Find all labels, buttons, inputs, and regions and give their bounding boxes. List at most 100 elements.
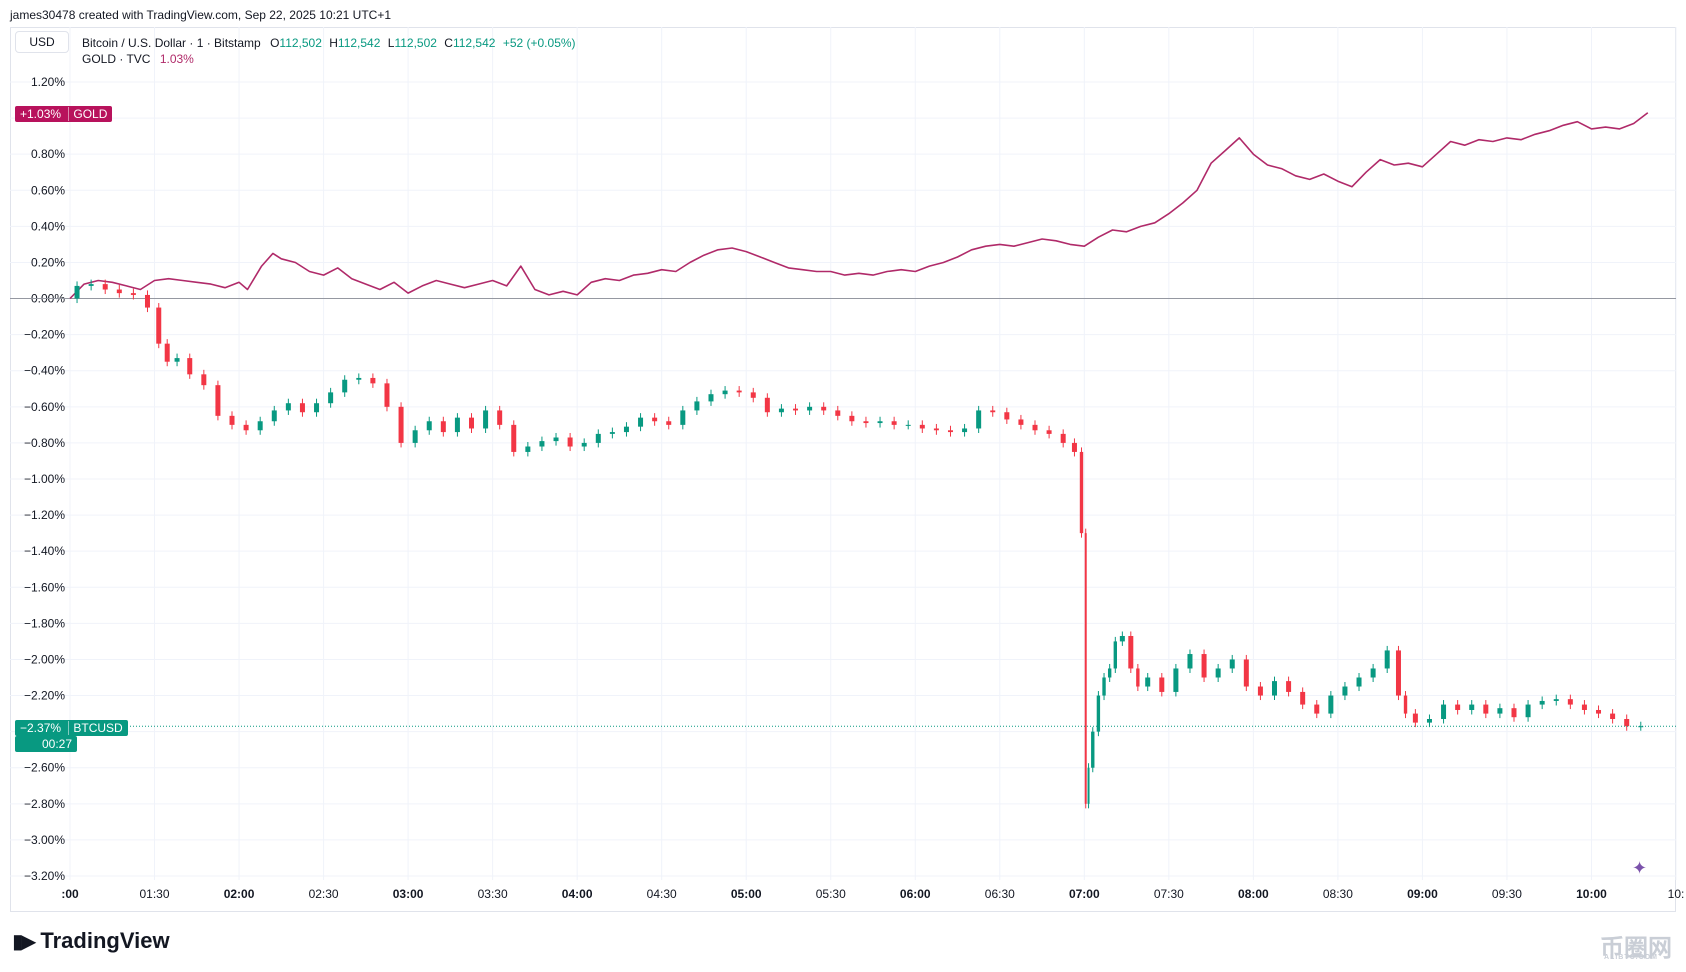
y-tick-label: −3.00% bbox=[24, 833, 65, 847]
btc-candle-body bbox=[1107, 668, 1112, 678]
btc-candle-body bbox=[1525, 704, 1531, 718]
y-tick-label: −2.80% bbox=[24, 797, 65, 811]
y-tick-label: −1.40% bbox=[24, 544, 65, 558]
y-tick-label: 0.80% bbox=[31, 147, 65, 161]
chart-caption: james30478 created with TradingView.com,… bbox=[10, 8, 392, 22]
btc-candle-body bbox=[1539, 700, 1545, 705]
btc-candle-body bbox=[793, 408, 799, 411]
btc-candle-body bbox=[1300, 691, 1306, 705]
btc-candle-body bbox=[821, 406, 827, 411]
x-tick-label: :00 bbox=[61, 887, 79, 901]
btc-symbol-label: Bitcoin / U.S. Dollar · 1 · Bitstamp bbox=[82, 36, 261, 50]
y-tick-label: 1.20% bbox=[31, 75, 65, 89]
btc-candle-body bbox=[1128, 635, 1134, 669]
btc-candle-body bbox=[1403, 695, 1408, 714]
btc-candle-body bbox=[1243, 659, 1249, 687]
watermark-text: 币圈网 bbox=[1600, 935, 1672, 962]
gold-legend-value: 1.03% bbox=[159, 52, 194, 66]
x-tick-label: 04:00 bbox=[562, 887, 593, 901]
btc-candle-body bbox=[1395, 650, 1401, 696]
x-tick-label: 10:00 bbox=[1576, 887, 1607, 901]
chart-legend: Bitcoin / U.S. Dollar · 1 · Bitstamp O11… bbox=[82, 35, 580, 67]
btc-candle-body bbox=[1060, 433, 1066, 443]
btc-candle-body bbox=[229, 415, 235, 425]
open-value: 112,502 bbox=[279, 36, 322, 50]
btc-candle-body bbox=[1596, 709, 1602, 714]
btc-candle-body bbox=[412, 430, 418, 443]
btc-candle-body bbox=[933, 428, 939, 431]
btc-candle-body bbox=[708, 394, 714, 402]
x-tick-label: 03:30 bbox=[478, 887, 508, 901]
y-tick-label: −0.40% bbox=[24, 364, 65, 378]
btc-candle-body bbox=[807, 406, 813, 411]
x-tick-label: 06:00 bbox=[900, 887, 931, 901]
gold-legend-row[interactable]: GOLD · TVC 1.03% bbox=[82, 51, 580, 67]
x-tick-label: 08:30 bbox=[1323, 887, 1353, 901]
x-tick-label: 01:30 bbox=[140, 887, 170, 901]
btc-candle-body bbox=[1328, 695, 1334, 714]
btc-legend-row[interactable]: Bitcoin / U.S. Dollar · 1 · Bitstamp O11… bbox=[82, 35, 580, 51]
change-value: +52 (+0.05%) bbox=[502, 36, 576, 50]
btc-candle-body bbox=[201, 374, 207, 386]
btc-candle-body bbox=[1201, 654, 1207, 678]
close-value: 112,542 bbox=[452, 36, 496, 50]
x-tick-label: 02:00 bbox=[224, 887, 255, 901]
btc-candle-body bbox=[88, 284, 94, 286]
btc-candle-body bbox=[1071, 442, 1077, 452]
btc-candle-body bbox=[164, 343, 170, 362]
btc-price-badge: −2.37% BTCUSD bbox=[15, 720, 128, 736]
btc-candle-body bbox=[863, 421, 869, 424]
y-tick-label: −2.60% bbox=[24, 761, 65, 775]
btc-candle-body bbox=[567, 437, 573, 447]
x-tick-label: 08:00 bbox=[1238, 887, 1269, 901]
btc-candle-body bbox=[454, 417, 460, 433]
tradingview-logo[interactable]: ▮▶ TradingView bbox=[12, 928, 170, 954]
btc-candle-body bbox=[581, 442, 587, 447]
x-tick-label: 09:30 bbox=[1492, 887, 1522, 901]
btc-candle-body bbox=[483, 410, 489, 429]
btc-countdown-badge: 00:27 bbox=[15, 736, 77, 752]
gold-symbol-label: GOLD · TVC bbox=[82, 52, 151, 66]
btc-candle-body bbox=[539, 441, 545, 447]
btc-candle-body bbox=[1370, 668, 1376, 678]
btc-candle-body bbox=[1624, 719, 1630, 727]
currency-selector[interactable]: USD bbox=[15, 31, 69, 53]
btc-candle-body bbox=[497, 410, 503, 425]
gold-badge-label: GOLD bbox=[68, 107, 108, 121]
btc-candle-body bbox=[891, 421, 897, 425]
btc-candle-body bbox=[1136, 668, 1140, 687]
brand-name: TradingView bbox=[40, 928, 170, 953]
btc-candle-body bbox=[1187, 654, 1193, 669]
x-tick-label: 05:00 bbox=[731, 887, 762, 901]
btc-candle-body bbox=[764, 397, 770, 413]
btc-candle-body bbox=[1084, 533, 1087, 804]
y-tick-label: −1.00% bbox=[24, 472, 65, 486]
x-tick-label: 05:30 bbox=[816, 887, 846, 901]
btc-candle-body bbox=[652, 417, 658, 422]
btc-candle-body bbox=[638, 417, 644, 427]
open-key: O bbox=[270, 36, 280, 50]
btc-candle-body bbox=[1455, 704, 1461, 710]
snapshot-icon[interactable]: ✦ bbox=[1632, 858, 1648, 878]
btc-candle-body bbox=[156, 307, 162, 344]
btc-candle-body bbox=[1119, 635, 1125, 642]
y-tick-label: 0.60% bbox=[31, 183, 65, 197]
btc-candle-body bbox=[976, 410, 982, 429]
btc-candle-body bbox=[877, 421, 883, 424]
btc-candle-body bbox=[1096, 695, 1101, 732]
btc-candle-body bbox=[1159, 677, 1165, 692]
btc-candle-body bbox=[1638, 726, 1644, 728]
btc-candle-body bbox=[553, 437, 559, 442]
watermark-subtext: ALIBTC.COM bbox=[1604, 954, 1658, 961]
btc-candle-body bbox=[1511, 708, 1517, 718]
btc-candle-body bbox=[1145, 677, 1151, 687]
high-key: H bbox=[329, 36, 338, 50]
low-key: L bbox=[387, 36, 395, 50]
x-tick-label: 10: bbox=[1668, 887, 1685, 901]
btc-candle-body bbox=[694, 401, 700, 411]
btc-candle-body bbox=[511, 424, 517, 452]
btc-candle-body bbox=[174, 358, 180, 362]
btc-candle-body bbox=[1018, 419, 1024, 425]
btc-candle-body bbox=[102, 284, 108, 290]
